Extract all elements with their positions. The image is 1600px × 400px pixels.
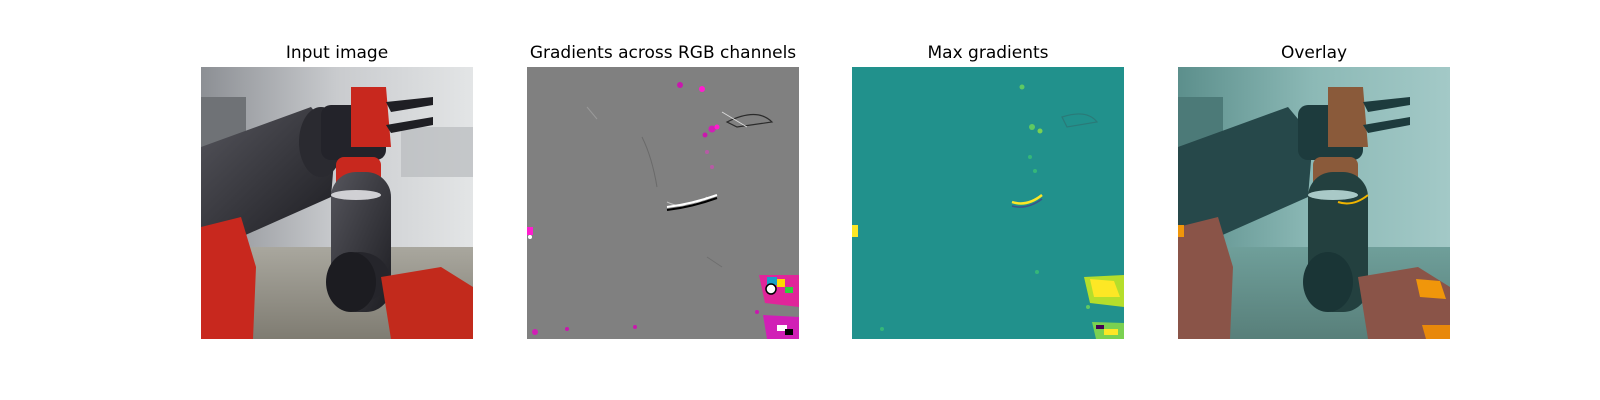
panel-title: Max gradients	[852, 40, 1124, 66]
gradient-rgb-image	[527, 67, 799, 339]
panel-gradients-rgb: Gradients across RGB channels	[527, 40, 799, 66]
panel-max-gradients: Max gradients	[852, 40, 1124, 66]
input-image	[201, 67, 473, 339]
max-gradient-image	[852, 67, 1124, 339]
panel-overlay: Overlay	[1178, 40, 1450, 66]
panel-title: Overlay	[1178, 40, 1450, 66]
panel-title: Input image	[201, 40, 473, 66]
panel-input-image: Input image	[201, 40, 473, 66]
overlay-image	[1178, 67, 1450, 339]
panel-title: Gradients across RGB channels	[527, 40, 799, 66]
